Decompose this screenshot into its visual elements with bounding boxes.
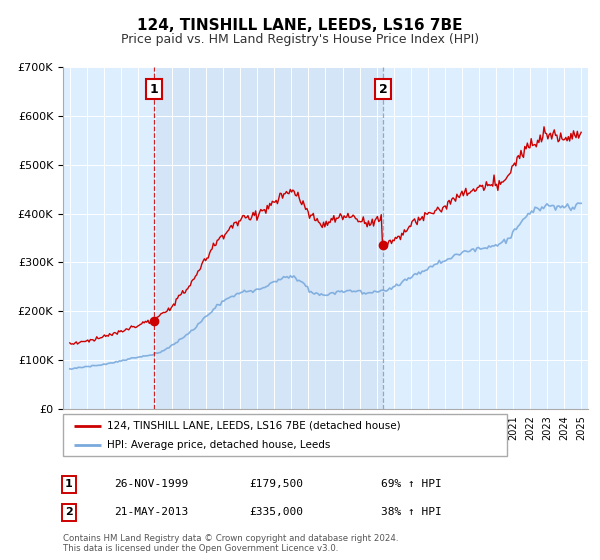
- Text: 69% ↑ HPI: 69% ↑ HPI: [381, 479, 442, 489]
- Text: This data is licensed under the Open Government Licence v3.0.: This data is licensed under the Open Gov…: [63, 544, 338, 553]
- Text: 2: 2: [65, 507, 73, 517]
- Text: HPI: Average price, detached house, Leeds: HPI: Average price, detached house, Leed…: [107, 440, 331, 450]
- Text: Price paid vs. HM Land Registry's House Price Index (HPI): Price paid vs. HM Land Registry's House …: [121, 32, 479, 46]
- Text: 1: 1: [149, 83, 158, 96]
- Text: 38% ↑ HPI: 38% ↑ HPI: [381, 507, 442, 517]
- Text: 124, TINSHILL LANE, LEEDS, LS16 7BE (detached house): 124, TINSHILL LANE, LEEDS, LS16 7BE (det…: [107, 421, 401, 431]
- Text: 124, TINSHILL LANE, LEEDS, LS16 7BE: 124, TINSHILL LANE, LEEDS, LS16 7BE: [137, 18, 463, 32]
- Text: £179,500: £179,500: [249, 479, 303, 489]
- Text: Contains HM Land Registry data © Crown copyright and database right 2024.: Contains HM Land Registry data © Crown c…: [63, 534, 398, 543]
- Text: 21-MAY-2013: 21-MAY-2013: [114, 507, 188, 517]
- Text: 1: 1: [65, 479, 73, 489]
- Text: 2: 2: [379, 83, 388, 96]
- Bar: [154, 67, 383, 409]
- Text: £335,000: £335,000: [249, 507, 303, 517]
- Text: 26-NOV-1999: 26-NOV-1999: [114, 479, 188, 489]
